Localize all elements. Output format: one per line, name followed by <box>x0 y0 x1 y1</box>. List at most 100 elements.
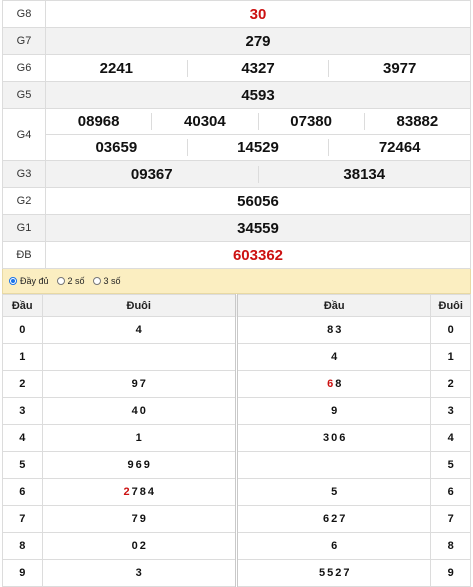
prize-row: G7 279 <box>2 27 471 55</box>
dau-list-digit: 5 <box>331 486 338 498</box>
dau-list-digit: 2 <box>335 567 342 579</box>
prize-row: G5 4593 <box>2 81 471 109</box>
prize-row: ĐB 603362 <box>2 241 471 269</box>
prize-row: G6 2241 4327 3977 <box>2 54 471 82</box>
prize-label: G6 <box>2 54 46 82</box>
prize-row: G3 09367 38134 <box>2 160 471 188</box>
prize-numbers: 09367 38134 <box>46 165 470 183</box>
duoi-list: 3 <box>41 559 237 587</box>
header-duoi-2: Đuôi <box>430 294 471 317</box>
duoi-digit: 9 <box>127 459 134 471</box>
prize-number: 08968 <box>77 113 120 130</box>
prize-numbers: 08968 40304 07380 83882 <box>46 113 470 130</box>
header-duoi: Đuôi <box>41 294 237 317</box>
dau-list-digit: 3 <box>323 432 330 444</box>
duoi-digit: 4 <box>147 486 154 498</box>
dau-list: 6 <box>234 532 432 560</box>
display-option-2[interactable]: 3 số <box>92 276 121 286</box>
radio-button[interactable] <box>9 277 17 285</box>
duoi-digit: 0 <box>139 405 146 417</box>
dau-duoi-row: 1 4 1 <box>2 343 471 371</box>
duoi-digit-2: 0 <box>430 316 471 344</box>
duoi-digit: 9 <box>143 459 150 471</box>
display-option-0[interactable]: Đầy đủ <box>9 276 49 286</box>
prize-row: G8 30 <box>2 0 471 28</box>
duoi-digit-2: 3 <box>430 397 471 425</box>
duoi-digit: 1 <box>135 432 142 444</box>
dau-list-digit: 3 <box>335 324 342 336</box>
header-dau-2: Đầu <box>234 294 432 317</box>
duoi-digit: 7 <box>131 486 138 498</box>
dau-digit: 1 <box>2 343 43 371</box>
prize-numbers: 279 <box>46 33 470 50</box>
radio-button[interactable] <box>56 277 65 285</box>
dau-duoi-header-row: Đầu Đuôi Đầu Đuôi <box>2 294 471 317</box>
duoi-digit: 9 <box>139 513 146 525</box>
display-option-label: 2 số <box>67 276 85 286</box>
prize-number: 603362 <box>232 246 284 264</box>
prize-number: 03659 <box>95 139 138 156</box>
duoi-digit-2: 6 <box>430 478 471 506</box>
prize-number: 40304 <box>151 113 257 130</box>
duoi-digit: 4 <box>135 324 142 336</box>
prize-label: G3 <box>2 160 46 188</box>
duoi-list: 4 <box>41 316 237 344</box>
prize-cell: 603362 <box>45 241 471 269</box>
dau-list-digit: 7 <box>343 567 350 579</box>
dau-list-digit: 6 <box>331 540 338 552</box>
dau-list-digit: 6 <box>327 378 334 390</box>
prize-numbers: 603362 <box>46 247 470 264</box>
dau-list-digit: 9 <box>331 405 338 417</box>
prize-number: 56056 <box>237 192 279 210</box>
prize-number: 72464 <box>328 139 470 156</box>
duoi-digit-2: 1 <box>430 343 471 371</box>
dau-list-digit: 4 <box>331 351 338 363</box>
dau-digit: 3 <box>2 397 43 425</box>
dau-list-digit: 6 <box>323 513 330 525</box>
prize-cell: 08968 40304 07380 83882 <box>45 108 471 135</box>
dau-digit: 0 <box>2 316 43 344</box>
prize-row: G4 08968 40304 07380 83882 <box>2 108 471 161</box>
dau-list <box>234 451 432 479</box>
prize-label: G2 <box>2 187 46 215</box>
duoi-digit-2: 8 <box>430 532 471 560</box>
radio-button[interactable] <box>92 277 101 285</box>
prize-cell: 34559 <box>45 214 471 242</box>
duoi-digit-2: 5 <box>430 451 471 479</box>
duoi-digit: 8 <box>139 486 146 498</box>
prize-label: G7 <box>2 27 46 55</box>
prize-row: 03659 14529 72464 <box>3 134 471 161</box>
duoi-digit-2: 9 <box>430 559 471 587</box>
dau-list: 9 <box>234 397 432 425</box>
dau-digit: 5 <box>2 451 43 479</box>
prize-numbers: 56056 <box>46 193 470 210</box>
dau-digit: 6 <box>2 478 43 506</box>
prize-label: G1 <box>2 214 46 242</box>
prize-number: 2241 <box>99 59 134 77</box>
prize-numbers: 03659 14529 72464 <box>46 139 470 156</box>
prize-number: 83882 <box>363 113 470 130</box>
prize-number: 30 <box>249 5 267 23</box>
prize-numbers: 30 <box>46 6 470 23</box>
prize-number: 4593 <box>241 86 275 104</box>
prize-cell: 4593 <box>45 81 471 109</box>
prize-number: 34559 <box>237 219 279 237</box>
duoi-list <box>41 343 237 371</box>
dau-digit: 2 <box>2 370 43 398</box>
display-option-1[interactable]: 2 số <box>56 276 85 286</box>
duoi-digit: 2 <box>123 486 130 498</box>
dau-list-digit: 7 <box>339 513 346 525</box>
prize-number: 3977 <box>328 59 470 77</box>
prize-number: 07380 <box>257 113 364 130</box>
duoi-digit: 6 <box>135 459 142 471</box>
prize-label: G4 <box>2 108 46 161</box>
